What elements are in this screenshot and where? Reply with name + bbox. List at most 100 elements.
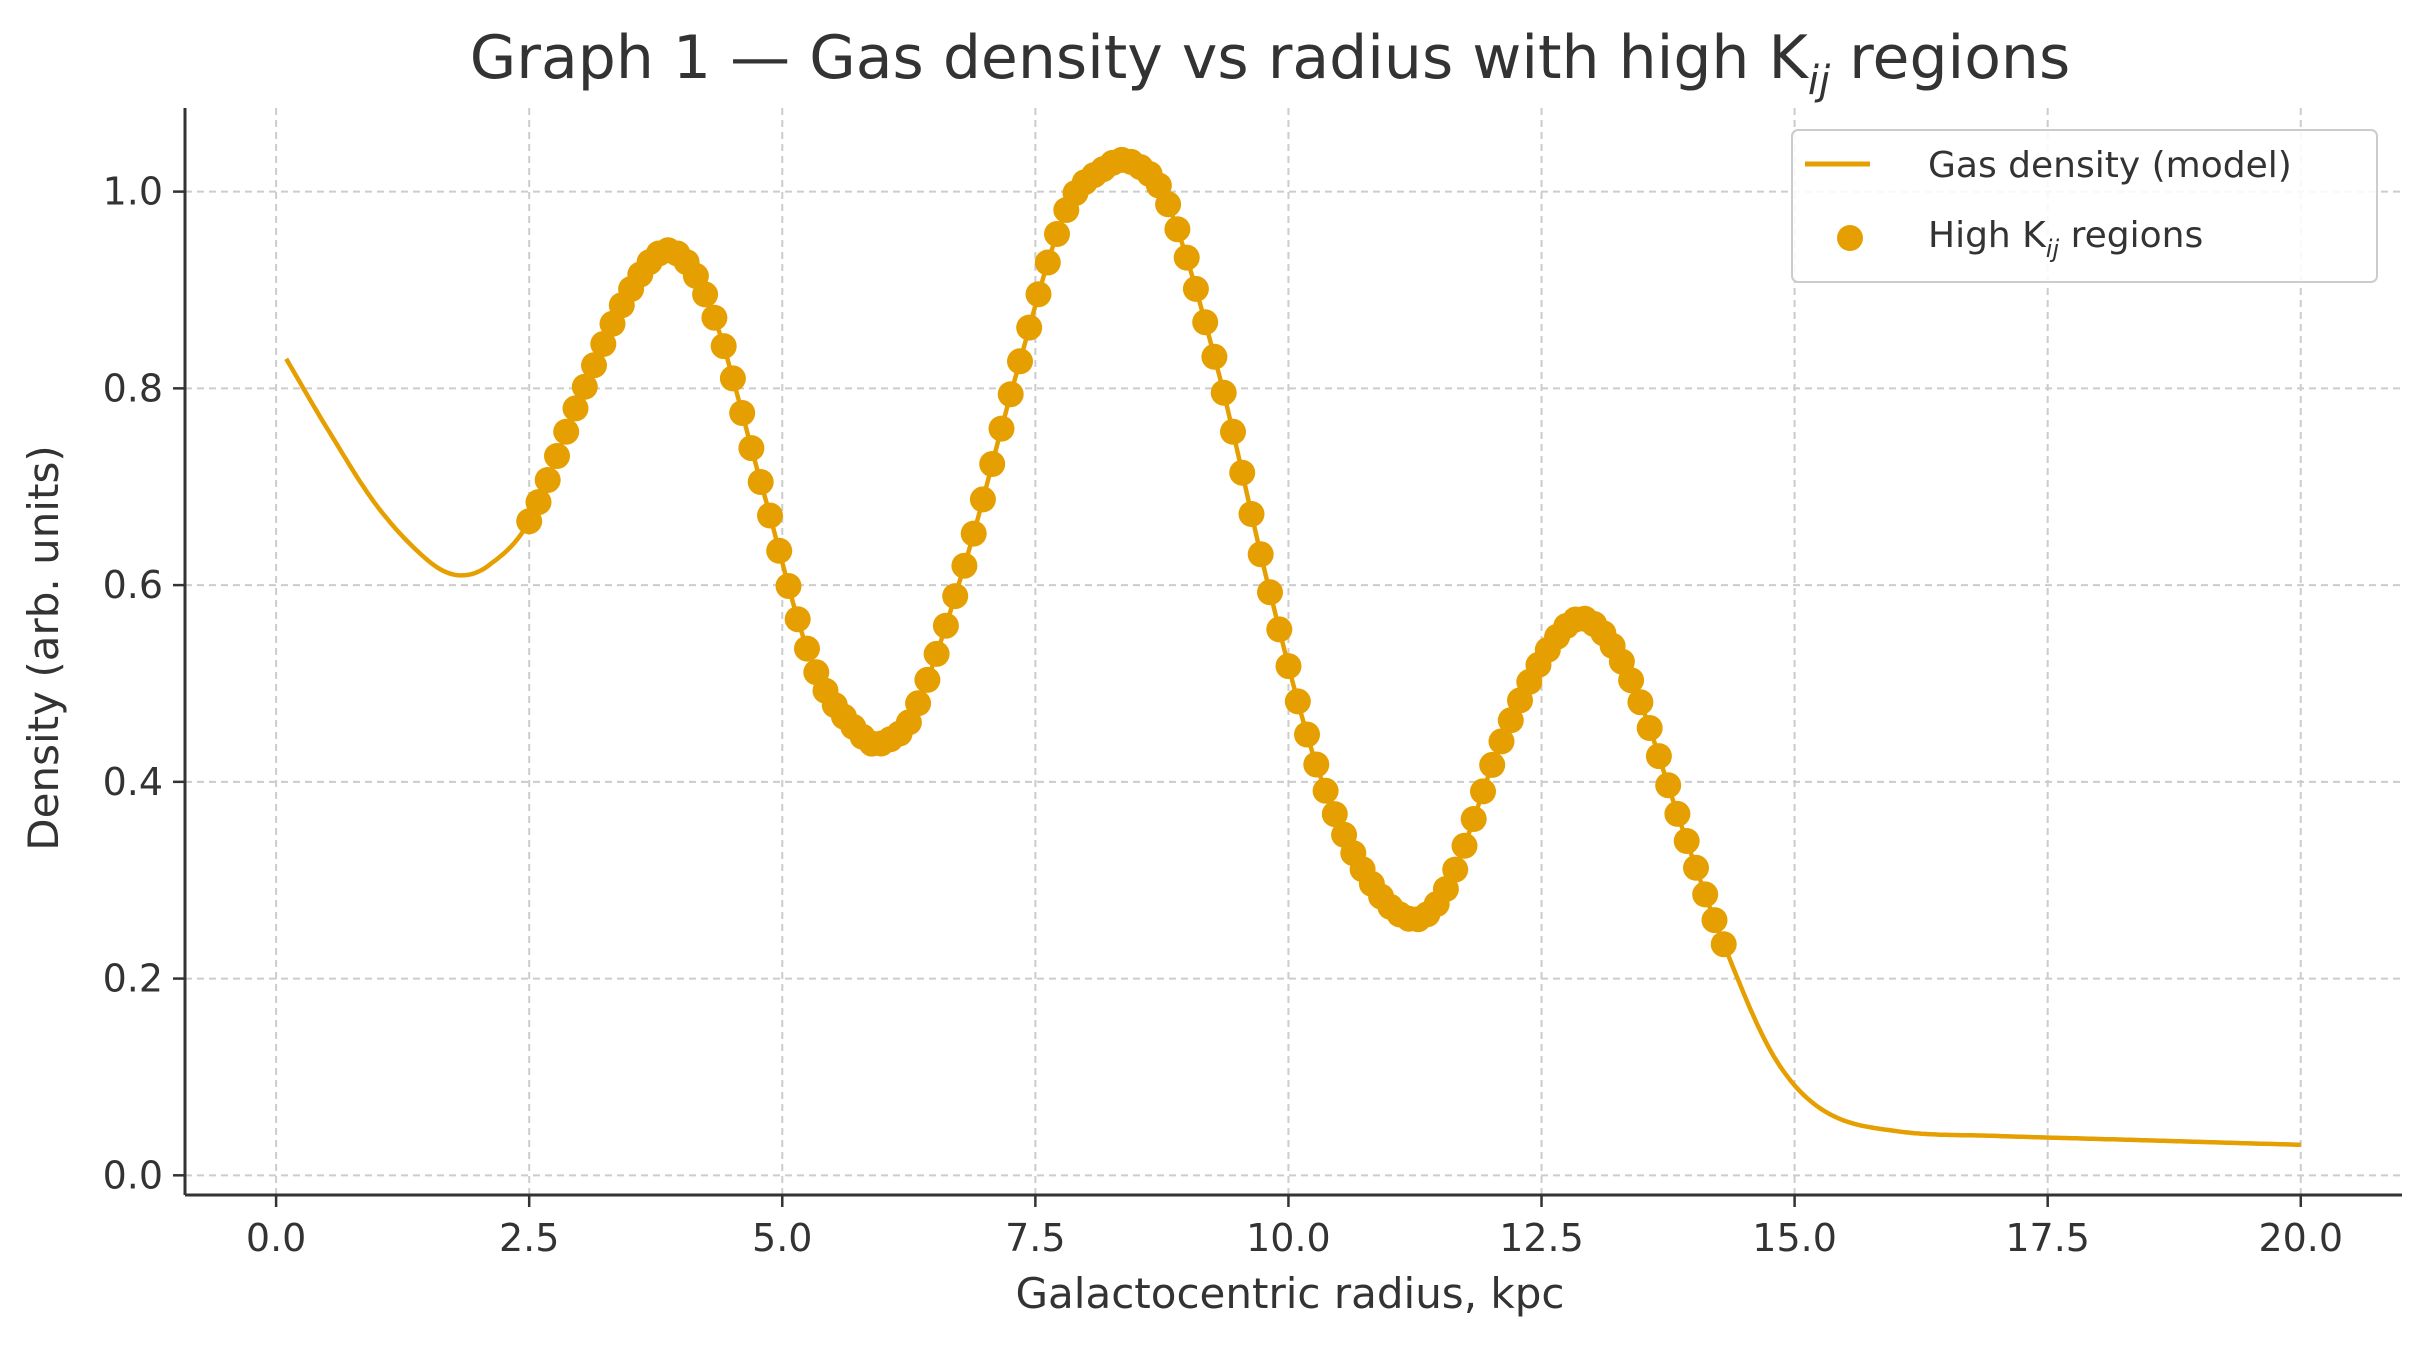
high-kij-point [1701,907,1728,934]
high-kij-point [969,486,996,513]
curve-layer [284,157,2301,1148]
high-kij-point [951,552,978,579]
high-kij-point [562,395,589,422]
high-kij-point [1266,616,1293,643]
x-tick-label: 17.5 [2005,1216,2090,1260]
high-kij-point [719,365,746,392]
high-kij-point [1016,314,1043,341]
high-kij-point [1155,191,1182,218]
high-kij-point [553,418,580,445]
high-kij-point [544,443,570,469]
high-kij-points [516,146,1737,958]
high-kij-point [729,400,756,426]
high-kij-point [905,690,932,717]
high-kij-point [1497,707,1524,734]
x-tick-label: 10.0 [1246,1216,1331,1260]
x-tick-label: 5.0 [752,1216,812,1260]
high-kij-point [1164,216,1191,243]
high-kij-point [942,583,969,610]
high-kij-point [1229,459,1256,486]
high-kij-point [1275,653,1302,680]
high-kij-point [923,640,950,667]
axes [183,108,2402,1197]
y-tick-label: 1.0 [103,170,163,214]
high-kij-point [1710,931,1737,958]
high-kij-point [1173,244,1200,271]
high-kij-point [1025,281,1052,308]
high-kij-point [932,612,959,639]
legend-point-swatch [1837,225,1863,251]
high-kij-point [914,666,941,693]
high-kij-point [1479,751,1506,778]
high-kij-point [1470,778,1496,805]
high-kij-point [1664,800,1691,827]
high-kij-point [766,537,793,564]
chart-title: Graph 1 — Gas density vs radius with hig… [470,23,2070,104]
high-kij-point [1645,743,1672,770]
y-tick-label: 0.6 [103,563,163,607]
high-kij-point [784,606,811,633]
high-kij-point [1673,828,1700,854]
high-kij-point [1201,343,1228,370]
y-tick-label: 0.2 [103,957,163,1001]
high-kij-point [1007,348,1033,375]
y-tick-label: 0.4 [103,760,163,804]
y-tick-label: 0.8 [103,366,163,410]
high-kij-point [1238,501,1265,527]
x-tick-label: 15.0 [1752,1216,1837,1260]
gas-density-line [284,157,2301,1148]
high-kij-point [710,333,737,360]
high-kij-point [1432,876,1459,902]
y-axis-label: Density (arb. units) [19,445,68,850]
high-kij-point [1321,801,1348,828]
legend-box [1791,129,2378,283]
x-tick-label: 12.5 [1499,1216,1584,1260]
high-kij-point [701,304,728,331]
high-kij-point [794,635,820,662]
high-kij-point [1312,777,1339,804]
high-kij-point [1618,667,1645,694]
high-kij-point [692,281,719,308]
high-kij-point [1210,379,1237,406]
high-kij-point [1627,689,1654,716]
high-kij-point [775,573,802,599]
high-kij-point [1303,751,1330,778]
high-kij-point [1284,688,1311,715]
high-kij-point [571,373,598,400]
high-kij-point [590,331,617,357]
high-kij-point [738,435,765,462]
high-kij-point [1257,579,1283,606]
high-kij-point [979,451,1006,477]
high-kij-point [1182,275,1209,302]
high-kij-point [581,352,607,379]
high-kij-point [747,469,774,495]
high-kij-point [1683,854,1709,881]
high-kij-point [1442,856,1469,883]
high-kij-point [1488,728,1515,755]
high-kij-point [997,381,1024,408]
high-kij-point [1655,772,1682,799]
y-tick-label: 0.0 [103,1153,163,1197]
high-kij-point [1692,881,1719,908]
high-kij-point [525,489,552,516]
high-kij-point [1294,721,1320,748]
high-kij-point [757,502,783,529]
high-kij-point [1636,715,1663,741]
high-kij-point [1247,541,1274,568]
high-kij-point [1460,806,1487,832]
high-kij-point [534,467,561,493]
high-kij-point [1044,221,1070,247]
x-axis-label: Galactocentric radius, kpc [1016,1269,1565,1318]
high-kij-point [1220,418,1246,445]
x-tick-label: 2.5 [499,1216,559,1260]
x-tick-label: 0.0 [246,1216,306,1260]
x-tick-label: 7.5 [1005,1216,1065,1260]
high-kij-point [988,415,1015,442]
legend-points-label: High Kij regions [1928,215,2203,263]
high-kij-point [1451,832,1478,859]
high-kij-point [1034,249,1061,276]
legend-line-label: Gas density (model) [1928,145,2292,186]
high-kij-point [1192,309,1219,336]
high-kij-point [960,520,987,547]
legend: Gas density (model) High Kij regions [1791,129,2378,283]
